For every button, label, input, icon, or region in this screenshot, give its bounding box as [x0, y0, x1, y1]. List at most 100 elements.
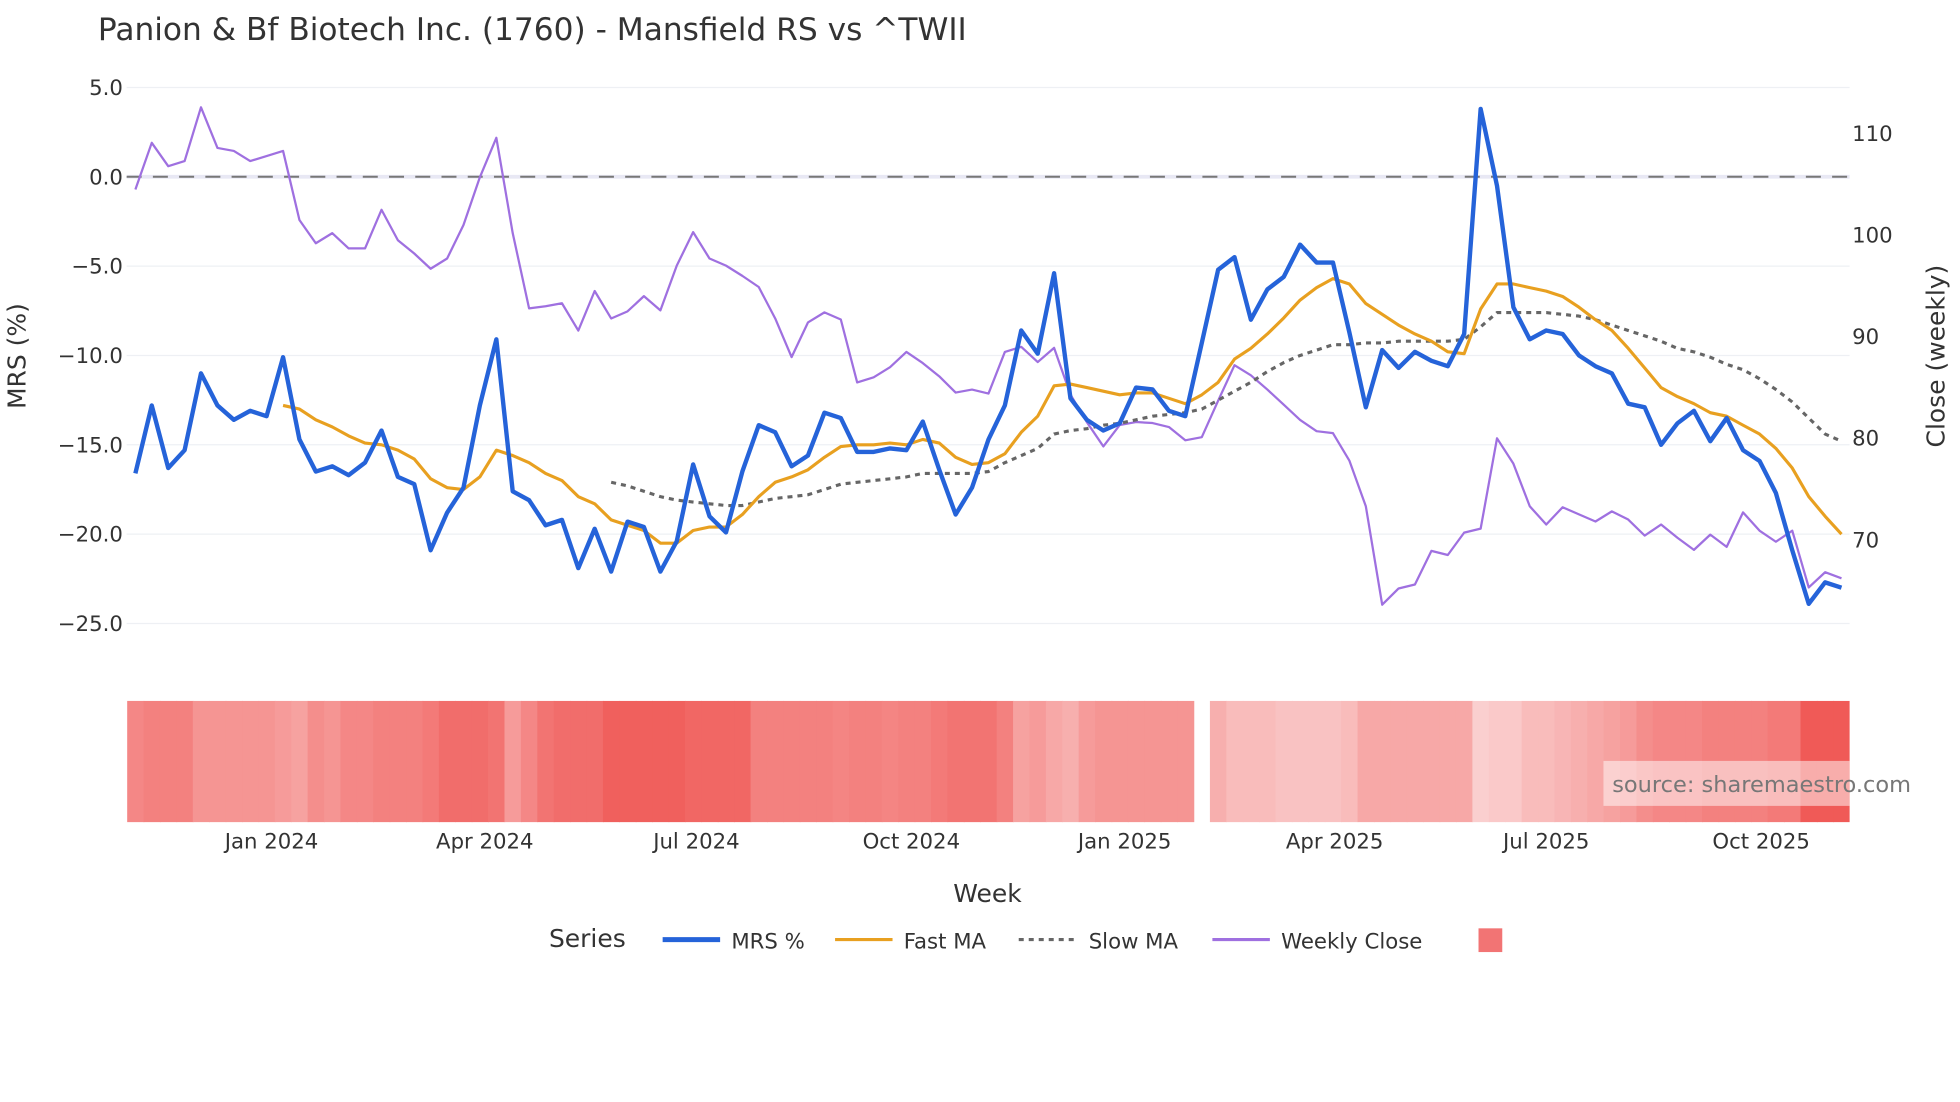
heatmap-strip	[127, 700, 1850, 823]
y-axis-ticks: 5.0 0.0 −5.0 −10.0 −15.0 −20.0 −25.0	[58, 76, 123, 637]
heatmap-cell	[881, 700, 899, 823]
heatmap-cell	[898, 700, 916, 823]
heatmap-cell	[1045, 700, 1064, 823]
heatmap-cell	[602, 700, 621, 823]
heatmap-cell	[504, 700, 522, 823]
y-tick-label: 5.0	[89, 76, 123, 101]
heatmap-cell	[619, 700, 637, 823]
heatmap-cell	[324, 700, 342, 823]
heatmap-cell	[274, 700, 292, 823]
y-tick-label: −25.0	[58, 612, 123, 637]
gridlines	[126, 86, 1850, 625]
heatmap-cell	[1013, 700, 1031, 823]
x-tick-label: Jan 2024	[223, 829, 319, 854]
heatmap-cell	[242, 700, 260, 823]
heatmap-cell	[553, 700, 571, 823]
legend: Series MRS % Fast MA Slow MA Weekly Close	[549, 924, 1503, 954]
heatmap-cell	[422, 700, 440, 823]
heatmap-cell	[1472, 700, 1490, 823]
heatmap-cell	[1308, 700, 1326, 823]
legend-label: MRS %	[731, 929, 804, 954]
heatmap-cell	[1078, 700, 1096, 823]
heatmap-cell	[865, 700, 883, 823]
heatmap-cell	[455, 700, 473, 823]
watermark-box	[1603, 760, 1850, 806]
series-line-weekly-close	[134, 106, 1842, 606]
x-tick-label: Oct 2024	[863, 829, 961, 854]
y2-tick-label: 100	[1852, 224, 1893, 249]
heatmap-cell	[1095, 700, 1113, 823]
heatmap-cell	[586, 700, 604, 823]
heatmap-cell	[389, 700, 407, 823]
heatmap-cell	[1177, 700, 1195, 823]
heatmap-cell	[537, 700, 555, 823]
series-line-slow-ma	[610, 311, 1843, 508]
heatmap-cell	[750, 700, 768, 823]
heatmap-cell	[783, 700, 801, 823]
y2-tick-label: 90	[1852, 325, 1879, 350]
legend-title: Series	[549, 924, 626, 953]
heatmap-cell	[1259, 700, 1277, 823]
series-line-mrs	[133, 106, 1843, 607]
legend-swatch-heatmap	[1478, 928, 1503, 953]
heatmap-cell	[1111, 700, 1129, 823]
heatmap-cell	[1587, 700, 1605, 823]
heatmap-cell	[1554, 700, 1572, 823]
heatmap-cell	[701, 700, 719, 823]
heatmap-cell	[438, 700, 457, 823]
x-tick-label: Jan 2025	[1076, 829, 1172, 854]
heatmap-cell	[488, 700, 506, 823]
series-lines	[133, 106, 1843, 607]
heatmap-cell	[1373, 700, 1392, 823]
heatmap-cell	[1390, 700, 1408, 823]
heatmap-cell	[570, 700, 588, 823]
heatmap-cell	[520, 700, 539, 823]
heatmap-cell	[209, 700, 227, 823]
heatmap-cell	[1357, 700, 1375, 823]
y2-tick-label: 110	[1852, 122, 1893, 147]
heatmap-cell	[291, 700, 309, 823]
heatmap-cell	[225, 700, 243, 823]
legend-label: Weekly Close	[1281, 929, 1422, 954]
heatmap-cell	[143, 700, 161, 823]
heatmap-cell	[1423, 700, 1441, 823]
heatmap-cell	[1291, 700, 1310, 823]
y-tick-label: −20.0	[58, 523, 123, 548]
heatmap-cell	[717, 700, 735, 823]
heatmap-cell	[1488, 700, 1506, 823]
x-tick-label: Oct 2025	[1712, 829, 1810, 854]
heatmap-cell	[258, 700, 276, 823]
heatmap-cell	[799, 700, 817, 823]
heatmap-cell	[159, 700, 178, 823]
heatmap-cell	[816, 700, 834, 823]
legend-label: Fast MA	[904, 929, 987, 954]
heatmap-cell	[307, 700, 325, 823]
heatmap-cell	[996, 700, 1014, 823]
series-line-fast-ma	[282, 277, 1843, 545]
watermark: source: sharemaestro.com	[1612, 772, 1911, 798]
heatmap-cell	[406, 700, 424, 823]
heatmap-cell	[1324, 700, 1342, 823]
y-tick-label: −5.0	[71, 255, 123, 280]
heatmap-cell	[766, 700, 785, 823]
heatmap-cell	[1209, 700, 1228, 823]
heatmap-cell	[668, 700, 686, 823]
heatmap-cell	[1127, 700, 1146, 823]
x-tick-label: Apr 2025	[1286, 829, 1384, 854]
heatmap-cell	[127, 700, 145, 823]
legend-label: Slow MA	[1089, 929, 1179, 954]
heatmap-cell	[947, 700, 965, 823]
heatmap-cell	[1341, 700, 1359, 823]
y-tick-label: −10.0	[58, 344, 123, 369]
heatmap-cell	[1226, 700, 1244, 823]
heatmap-cell	[931, 700, 949, 823]
heatmap-cell	[1160, 700, 1178, 823]
heatmap-cell	[1521, 700, 1539, 823]
heatmap-cell	[1439, 700, 1457, 823]
heatmap-cell	[356, 700, 375, 823]
heatmap-cell	[980, 700, 998, 823]
heatmap-cell	[1538, 700, 1556, 823]
y2-axis-ticks: 110 100 90 80 70	[1852, 122, 1893, 553]
heatmap-cell	[734, 700, 752, 823]
